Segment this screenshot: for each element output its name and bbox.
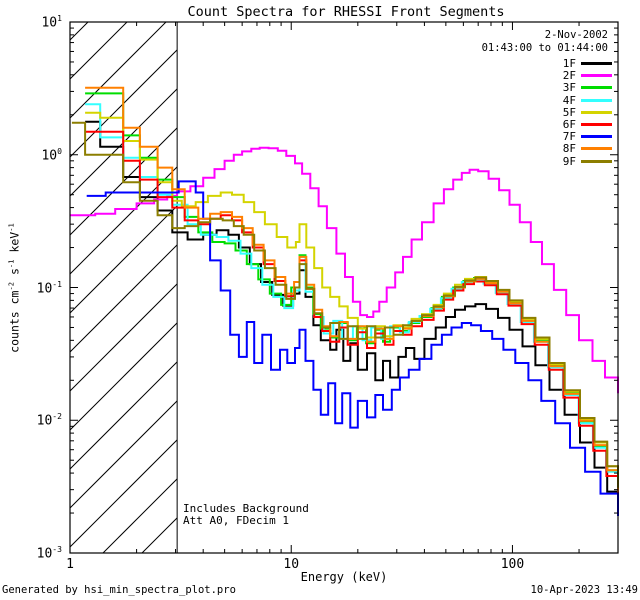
legend-entry-2f: 2F <box>0 70 640 82</box>
legend-label-8f: 8F <box>562 142 576 156</box>
series-5F <box>85 111 619 488</box>
generated-by-text: Generated by hsi_min_spectra_plot.pro <box>2 584 236 596</box>
legend-swatch-2f <box>581 74 612 78</box>
legend-swatch-7f <box>581 135 612 139</box>
observation-time-range: 01:43:00 to 01:44:00 <box>481 42 608 54</box>
y-tick-label: 100 <box>41 146 62 164</box>
x-axis-label: Energy (keV) <box>300 570 388 584</box>
plot-title: Count Spectra for RHESSI Front Segments <box>187 4 505 20</box>
annotation-attenuator-state: Att A0, FDecim 1 <box>183 514 289 527</box>
legend-label-9f: 9F <box>562 154 576 168</box>
legend-swatch-3f <box>581 86 612 90</box>
legend-label-7f: 7F <box>562 130 576 144</box>
legend-entry-7f: 7F <box>0 131 640 143</box>
x-tick-label: 100 <box>500 557 525 572</box>
legend-swatch-8f <box>581 147 612 151</box>
legend-entry-3f: 3F <box>0 82 640 94</box>
y-tick-label: 101 <box>41 14 62 31</box>
y-tick-label: 10-3 <box>36 545 62 562</box>
x-tick-label: 10 <box>283 557 300 572</box>
legend-swatch-9f <box>581 159 612 163</box>
legend-entry-4f: 4F <box>0 95 640 107</box>
generation-timestamp: 10-Apr-2023 13:49 <box>530 584 638 596</box>
series-9F <box>71 121 619 488</box>
legend-entry-5f: 5F <box>0 107 640 119</box>
legend-label-4f: 4F <box>562 93 576 107</box>
legend-label-5f: 5F <box>562 105 576 119</box>
legend-label-2f: 2F <box>562 69 576 83</box>
series-7F <box>86 180 619 516</box>
legend-swatch-1f <box>581 62 612 65</box>
legend-swatch-5f <box>581 110 612 114</box>
legend-label-3f: 3F <box>562 81 576 95</box>
series-2F <box>70 146 619 394</box>
series-6F <box>85 130 619 498</box>
legend-label-1f: 1F <box>562 57 576 70</box>
y-tick-label: 10-1 <box>36 279 62 296</box>
annotation-includes-background: Includes Background <box>183 502 309 515</box>
legend-swatch-6f <box>581 123 612 126</box>
x-tick-label: 1 <box>66 557 74 572</box>
legend-entry-6f: 6F <box>0 119 640 131</box>
series-1F <box>85 120 619 513</box>
legend-entry-8f: 8F <box>0 143 640 155</box>
y-tick-label: 10-2 <box>36 412 62 429</box>
legend-entry-9f: 9F <box>0 156 640 168</box>
axis-ticks <box>69 21 619 554</box>
observation-date: 2-Nov-2002 <box>544 29 608 41</box>
legend-label-6f: 6F <box>562 118 576 131</box>
y-axis-label: counts cm-2 s-1 keV-1 <box>6 223 22 353</box>
legend-entry-1f: 1F <box>0 58 640 70</box>
legend-swatch-4f <box>581 98 612 102</box>
